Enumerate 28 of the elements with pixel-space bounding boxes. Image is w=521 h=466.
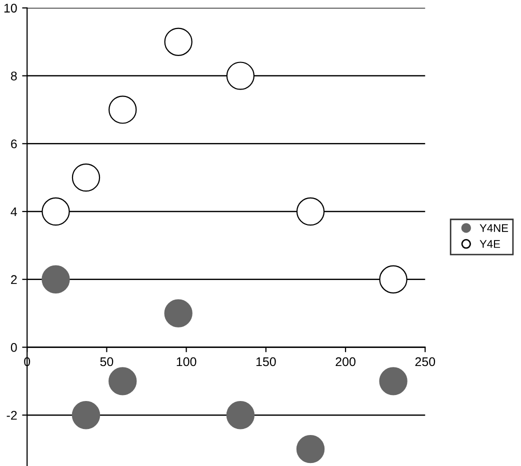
point [296, 434, 325, 464]
point [164, 28, 192, 56]
legend-label: Y4NE [480, 224, 508, 232]
legend-label: Y4E [480, 240, 500, 248]
point [72, 401, 100, 430]
y-tick-label: 2 [11, 275, 17, 284]
point [72, 163, 100, 192]
y-tick-label: 8 [10, 72, 17, 80]
point [164, 299, 192, 328]
point [108, 367, 137, 396]
y-tick-label: 6 [11, 139, 17, 148]
x-tick-label: 200 [336, 357, 356, 366]
x-tick-label: 250 [415, 357, 436, 366]
point [226, 62, 255, 90]
point [379, 265, 408, 294]
x-tick-label: 150 [256, 357, 276, 366]
point [379, 367, 408, 396]
point [108, 96, 137, 124]
point [226, 401, 255, 430]
y-tick-label: 4 [10, 207, 18, 216]
point [42, 265, 70, 294]
point [42, 197, 70, 226]
x-tick-label: 100 [176, 357, 196, 366]
point [296, 197, 325, 226]
y-tick-label: 0 [10, 343, 17, 352]
y-tick-label: -2 [6, 410, 17, 420]
y-tick-label: 10 [4, 4, 17, 13]
x-tick-label: 50 [100, 357, 114, 366]
